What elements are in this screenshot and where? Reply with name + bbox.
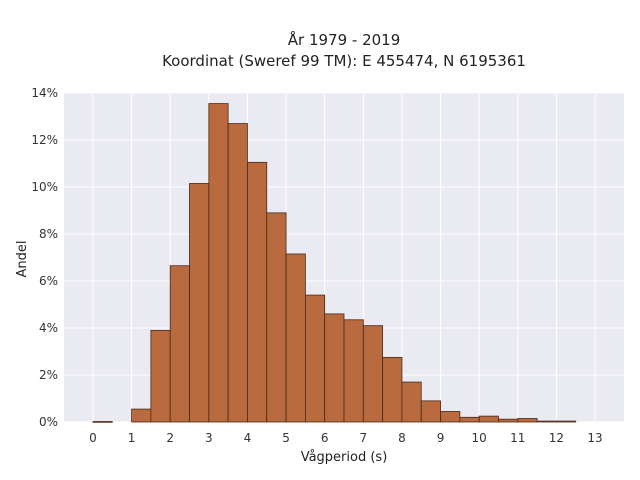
histogram-bar xyxy=(343,319,364,423)
y-tick-label: 14% xyxy=(31,86,58,100)
histogram-bar xyxy=(478,415,499,423)
x-tick-label: 1 xyxy=(128,431,136,445)
y-tick-label: 6% xyxy=(39,274,58,288)
x-tick-label: 2 xyxy=(166,431,174,445)
y-axis-label: Andel xyxy=(15,241,30,278)
y-tick-label: 2% xyxy=(39,368,58,382)
x-tick-label: 0 xyxy=(89,431,97,445)
x-tick-label: 4 xyxy=(244,431,252,445)
histogram-bar xyxy=(92,421,113,423)
x-axis-ticks: 0 1 2 3 4 5 6 7 8 9 10 11 12 13 xyxy=(89,431,603,445)
histogram-bar xyxy=(517,418,538,423)
histogram-bar xyxy=(247,161,268,423)
histogram-bar xyxy=(189,183,210,423)
y-axis-ticks: 0% 2% 4% 6% 8% 10% 12% 14% xyxy=(31,86,58,429)
histogram-bar xyxy=(150,329,171,423)
histogram-bar xyxy=(440,411,461,423)
x-tick-label: 10 xyxy=(472,431,487,445)
chart-title-line-1: År 1979 - 2019 xyxy=(288,30,401,49)
histogram-bar xyxy=(401,381,422,423)
y-tick-label: 4% xyxy=(39,321,58,335)
histogram-bar xyxy=(266,212,287,423)
x-tick-label: 11 xyxy=(510,431,525,445)
y-tick-label: 12% xyxy=(31,133,58,147)
x-tick-label: 3 xyxy=(205,431,213,445)
y-tick-label: 10% xyxy=(31,180,58,194)
histogram-bar xyxy=(459,416,480,423)
histogram-bar xyxy=(382,356,403,423)
histogram-bar xyxy=(362,325,384,423)
x-tick-label: 6 xyxy=(321,431,329,445)
histogram-bar xyxy=(536,420,557,423)
histogram-bar xyxy=(556,420,577,423)
x-tick-label: 12 xyxy=(549,431,564,445)
histogram-bar xyxy=(304,294,326,423)
x-tick-label: 7 xyxy=(359,431,367,445)
histogram-bar xyxy=(227,123,248,423)
histogram-bar xyxy=(324,313,345,423)
histogram-bar xyxy=(208,103,229,423)
x-tick-label: 13 xyxy=(587,431,602,445)
histogram-bars xyxy=(92,103,577,423)
x-axis-label: Vågperiod (s) xyxy=(301,450,388,465)
chart-title-line-2: Koordinat (Sweref 99 TM): E 455474, N 61… xyxy=(162,52,526,70)
x-tick-label: 8 xyxy=(398,431,406,445)
histogram-bar xyxy=(420,400,441,423)
y-tick-label: 8% xyxy=(39,227,58,241)
y-tick-label: 0% xyxy=(39,415,58,429)
histogram-bar xyxy=(498,418,519,423)
histogram-bar xyxy=(285,253,306,423)
x-tick-label: 5 xyxy=(282,431,290,445)
histogram-bar xyxy=(169,265,190,423)
histogram-bar xyxy=(131,408,152,423)
x-tick-label: 9 xyxy=(437,431,445,445)
